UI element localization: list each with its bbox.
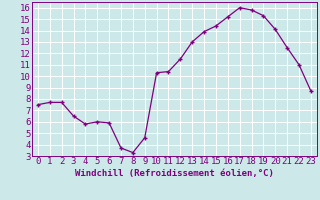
X-axis label: Windchill (Refroidissement éolien,°C): Windchill (Refroidissement éolien,°C) (75, 169, 274, 178)
